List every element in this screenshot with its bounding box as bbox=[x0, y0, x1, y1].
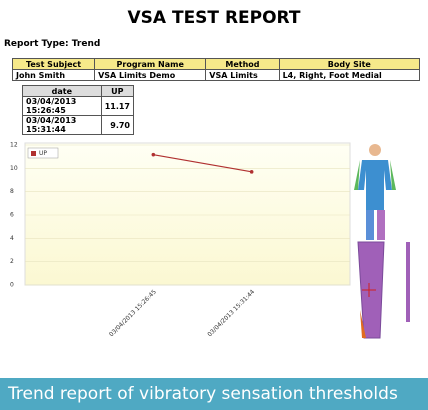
x-tick-label: 03/04/2013 15:31:44 bbox=[206, 288, 256, 338]
point bbox=[250, 170, 254, 174]
y-tick-label: 8 bbox=[10, 188, 14, 195]
caption: Trend report of vibratory sensation thre… bbox=[0, 378, 428, 410]
chart: 0 2 4 6 8 10 12 03/04/2013 15:26:45 03/04/2013 1… bbox=[0, 0, 428, 378]
legend-swatch bbox=[31, 151, 36, 156]
legend-label: UP bbox=[39, 150, 47, 157]
y-tick-label: 10 bbox=[10, 165, 18, 172]
y-tick-label: 2 bbox=[10, 258, 14, 265]
y-tick-label: 4 bbox=[10, 235, 14, 242]
body-figure bbox=[354, 144, 410, 338]
plot-area bbox=[25, 143, 350, 285]
point bbox=[152, 153, 156, 157]
x-tick-label: 03/04/2013 15:26:45 bbox=[108, 288, 158, 338]
page: VSA TEST REPORT Report Type: Trend Test … bbox=[0, 0, 428, 410]
y-tick-label: 12 bbox=[10, 142, 18, 149]
y-tick-label: 6 bbox=[10, 212, 14, 219]
y-tick-label: 0 bbox=[10, 282, 14, 289]
